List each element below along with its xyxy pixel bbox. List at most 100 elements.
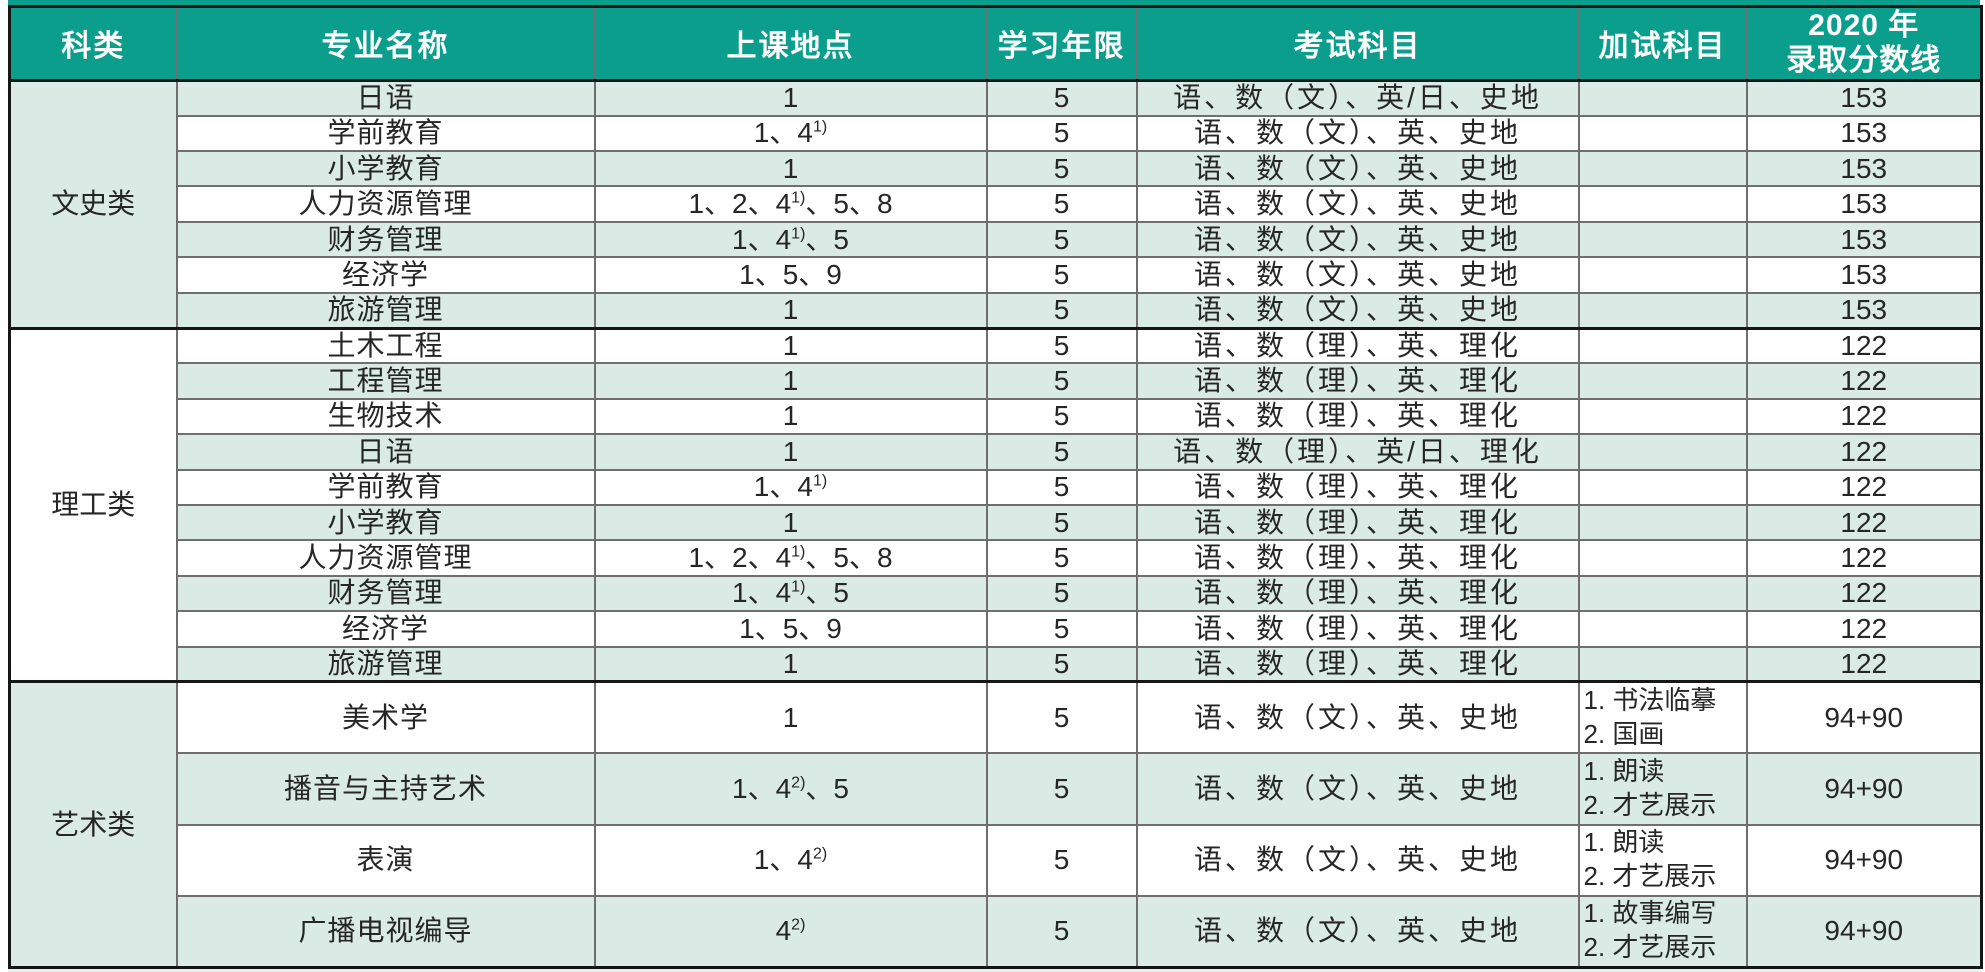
location-cell: 1、41)	[593, 114, 988, 153]
extra-subjects-cell	[1577, 114, 1748, 153]
table-row: 文史类 日语 1 5 语、数（文）、英/日、史地 153	[8, 78, 1983, 330]
exam-subjects-cell: 语、数（理）、英、理化	[1135, 397, 1580, 436]
exam-subjects-cell: 语、数（文）、英/日、史地	[1135, 78, 1580, 117]
exam-subjects-cell: 语、数（文）、英、史地	[1135, 185, 1580, 223]
exam-subjects-cell: 语、数（理）、英、理化	[1135, 574, 1580, 613]
study-years-cell: 5	[985, 150, 1138, 188]
location-text: 1	[782, 701, 799, 733]
header-score-line2: 录取分数线	[1786, 44, 1942, 78]
location-cell: 1、41)、5	[593, 574, 988, 613]
table-row: 理工类 土木工程 1 5 语、数（理）、英、理化 122	[8, 326, 1983, 683]
major-cell: 美术学	[175, 680, 596, 755]
score-cell: 153	[1745, 150, 1983, 188]
extra-subject-line: 2. 国画	[1583, 718, 1665, 749]
study-years-cell: 5	[985, 433, 1138, 471]
extra-subjects-cell	[1577, 185, 1748, 223]
table-body: 文史类 日语 1 5 语、数（文）、英/日、史地 153 学前教育 1、41) 5 语、数（文）、…	[8, 78, 1983, 969]
score-cell: 122	[1745, 503, 1983, 542]
table-row: 学前教育 1、41) 5 语、数（文）、英、史地 153	[10, 114, 1983, 153]
table-row: 经济学 1、5、9 5 语、数（文）、英、史地 153	[10, 256, 1983, 294]
extra-subject-line: 1. 朗读	[1583, 827, 1665, 858]
study-years-cell: 5	[985, 397, 1138, 436]
bottom-strip	[8, 968, 1980, 972]
header-years: 学习年限	[985, 5, 1138, 82]
location-text-tail: 、5	[805, 223, 849, 255]
score-cell: 153	[1745, 185, 1983, 223]
location-cell: 42)	[593, 894, 988, 969]
score-cell: 153	[1745, 291, 1983, 330]
location-cell: 1	[593, 680, 988, 755]
location-cell: 1	[593, 326, 988, 365]
study-years-cell: 5	[985, 539, 1138, 577]
major-cell: 旅游管理	[175, 291, 596, 330]
major-cell: 学前教育	[175, 468, 596, 506]
location-text: 1	[782, 365, 799, 397]
location-text: 1、4	[732, 772, 792, 804]
extra-subjects-cell	[1577, 220, 1748, 259]
extra-subject-line: 1. 故事编写	[1583, 898, 1717, 929]
exam-subjects-cell: 语、数（文）、英、史地	[1135, 150, 1580, 188]
score-cell: 153	[1745, 78, 1983, 117]
exam-subjects-cell: 语、数（理）、英/日、理化	[1135, 433, 1580, 471]
extra-subjects-cell	[1577, 503, 1748, 542]
header-extra-subjects: 加试科目	[1577, 5, 1748, 82]
exam-subjects-cell: 语、数（理）、英、理化	[1135, 326, 1580, 365]
major-cell: 小学教育	[175, 503, 596, 542]
location-footnote-superscript: 2)	[791, 916, 806, 934]
extra-subjects-cell	[1577, 539, 1748, 577]
location-text-tail: 、5	[805, 772, 849, 804]
score-cell: 122	[1745, 362, 1983, 400]
major-cell: 表演	[175, 823, 596, 897]
location-text: 1	[782, 647, 799, 679]
table-row: 财务管理 1、41)、5 5 语、数（文）、英、史地 153	[10, 220, 1983, 259]
location-footnote-superscript: 1)	[791, 225, 806, 243]
extra-subjects-cell	[1577, 574, 1748, 613]
exam-subjects-cell: 语、数（文）、英、史地	[1135, 220, 1580, 259]
location-text: 1、4	[732, 577, 792, 609]
major-cell: 生物技术	[175, 397, 596, 436]
extra-subjects-cell: 1. 书法临摹 2. 国画	[1577, 680, 1748, 755]
extra-subjects-cell: 1. 朗读 2. 才艺展示	[1577, 752, 1748, 826]
location-footnote-superscript: 1)	[812, 119, 828, 137]
score-cell: 94+90	[1745, 752, 1983, 826]
major-cell: 旅游管理	[175, 645, 596, 683]
study-years-cell: 5	[985, 610, 1138, 648]
exam-subjects-cell: 语、数（文）、英、史地	[1135, 894, 1580, 969]
extra-subjects-cell	[1577, 326, 1748, 365]
location-text-tail: 、5	[805, 577, 849, 609]
study-years-cell: 5	[985, 256, 1138, 294]
study-years-cell: 5	[985, 291, 1138, 330]
top-teal-strip	[8, 0, 1980, 5]
location-text: 1、2、4	[688, 542, 792, 574]
location-footnote-superscript: 2)	[791, 774, 806, 792]
location-cell: 1、5、9	[593, 610, 988, 648]
score-cell: 122	[1745, 574, 1983, 613]
extra-subject-line: 2. 才艺展示	[1583, 861, 1717, 892]
exam-subjects-cell: 语、数（理）、英、理化	[1135, 539, 1580, 577]
extra-subjects-cell: 1. 朗读 2. 才艺展示	[1577, 823, 1748, 897]
table-row: 小学教育 1 5 语、数（文）、英、史地 153	[10, 150, 1983, 188]
location-cell: 1	[593, 397, 988, 436]
location-cell: 1	[593, 362, 988, 400]
major-cell: 财务管理	[175, 574, 596, 613]
table-row: 日语 1 5 语、数（理）、英/日、理化 122	[10, 433, 1983, 471]
major-cell: 广播电视编导	[175, 894, 596, 969]
exam-subjects-cell: 语、数（文）、英、史地	[1135, 114, 1580, 153]
location-text-tail: 、5、8	[805, 542, 893, 574]
location-cell: 1、41)	[593, 468, 988, 506]
table-row: 学前教育 1、41) 5 语、数（理）、英、理化 122	[10, 468, 1983, 506]
score-cell: 153	[1745, 256, 1983, 294]
extra-subjects-cell	[1577, 397, 1748, 436]
location-cell: 1、5、9	[593, 256, 988, 294]
location-footnote-superscript: 1)	[791, 543, 806, 561]
location-text-tail: 、5、8	[805, 188, 893, 220]
exam-subjects-cell: 语、数（理）、英、理化	[1135, 362, 1580, 400]
table-row: 经济学 1、5、9 5 语、数（理）、英、理化 122	[10, 610, 1983, 648]
table-row: 小学教育 1 5 语、数（理）、英、理化 122	[10, 503, 1983, 542]
table-row: 旅游管理 1 5 语、数（理）、英、理化 122	[10, 645, 1983, 683]
header-location: 上课地点	[593, 5, 988, 82]
major-cell: 小学教育	[175, 150, 596, 188]
location-text: 4	[775, 915, 792, 947]
exam-subjects-cell: 语、数（文）、英、史地	[1135, 256, 1580, 294]
extra-subjects-cell	[1577, 433, 1748, 471]
